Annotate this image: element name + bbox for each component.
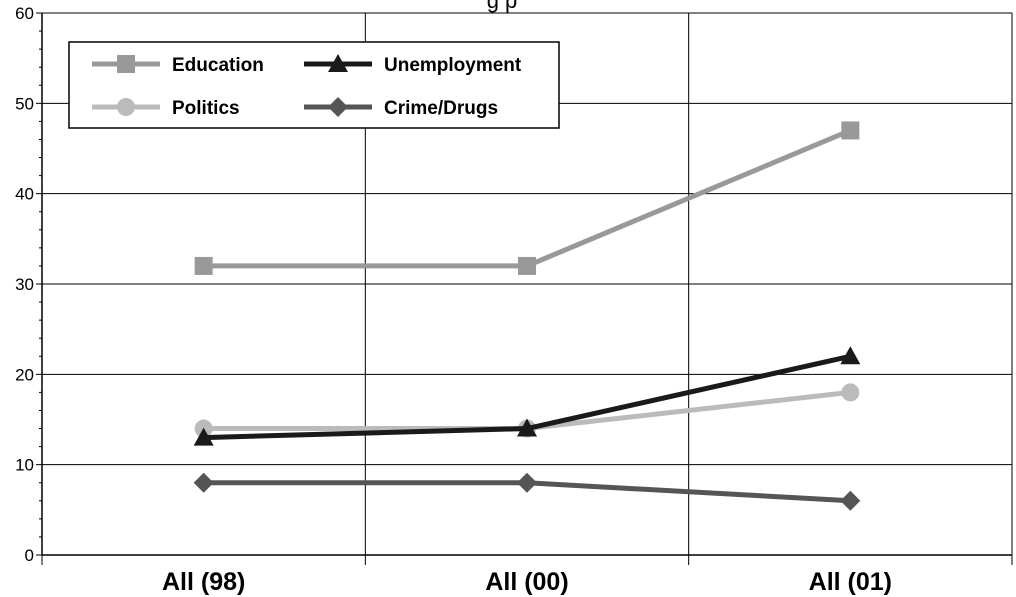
series-education bbox=[194, 121, 860, 275]
legend-label: Crime/Drugs bbox=[384, 98, 498, 119]
chart-title-fragment: g p bbox=[486, 0, 518, 13]
y-tick-label-20: 20 bbox=[15, 365, 34, 384]
data-point bbox=[517, 472, 537, 493]
series-crime-drugs bbox=[193, 472, 861, 511]
x-tick-label: All (00) bbox=[485, 568, 568, 596]
legend-swatch-marker bbox=[328, 54, 348, 72]
data-point bbox=[194, 256, 213, 275]
data-point bbox=[841, 121, 860, 140]
legend-entry: Unemployment bbox=[304, 54, 522, 76]
data-point bbox=[193, 472, 214, 493]
legend: Education Unemployment Politics Crime/Drugs bbox=[68, 41, 560, 129]
data-point bbox=[840, 346, 861, 365]
x-axis-ticks: All (98) All (00) All (01) bbox=[41, 555, 1013, 596]
legend-swatch-marker bbox=[117, 98, 135, 116]
data-point bbox=[193, 427, 214, 446]
series-unemployment bbox=[193, 346, 861, 446]
data-point bbox=[517, 418, 537, 437]
legend-entry: Crime/Drugs bbox=[304, 97, 498, 119]
y-tick-label-30: 30 bbox=[15, 275, 34, 294]
y-axis-ticks: 0 10 20 30 40 50 60 bbox=[15, 4, 42, 565]
series-group bbox=[193, 121, 861, 511]
y-tick-label-60: 60 bbox=[15, 4, 34, 23]
data-point bbox=[841, 383, 860, 402]
legend-box bbox=[68, 41, 560, 129]
y-tick-label-0: 0 bbox=[25, 546, 34, 565]
legend-label: Unemployment bbox=[384, 55, 522, 76]
legend-entry: Politics bbox=[92, 98, 240, 119]
legend-label: Politics bbox=[172, 98, 240, 119]
data-point bbox=[840, 490, 861, 511]
legend-swatch-marker bbox=[328, 97, 348, 117]
y-tick-label-40: 40 bbox=[15, 185, 34, 204]
x-tick-label: All (01) bbox=[809, 568, 892, 596]
x-tick-label: All (98) bbox=[162, 568, 245, 596]
data-point bbox=[518, 256, 536, 275]
y-tick-label-50: 50 bbox=[15, 94, 34, 113]
series-line bbox=[203, 128, 852, 269]
legend-label: Education bbox=[172, 55, 264, 76]
legend-swatch-marker bbox=[117, 55, 135, 73]
legend-entry: Education bbox=[92, 55, 264, 76]
y-tick-label-10: 10 bbox=[15, 456, 34, 475]
